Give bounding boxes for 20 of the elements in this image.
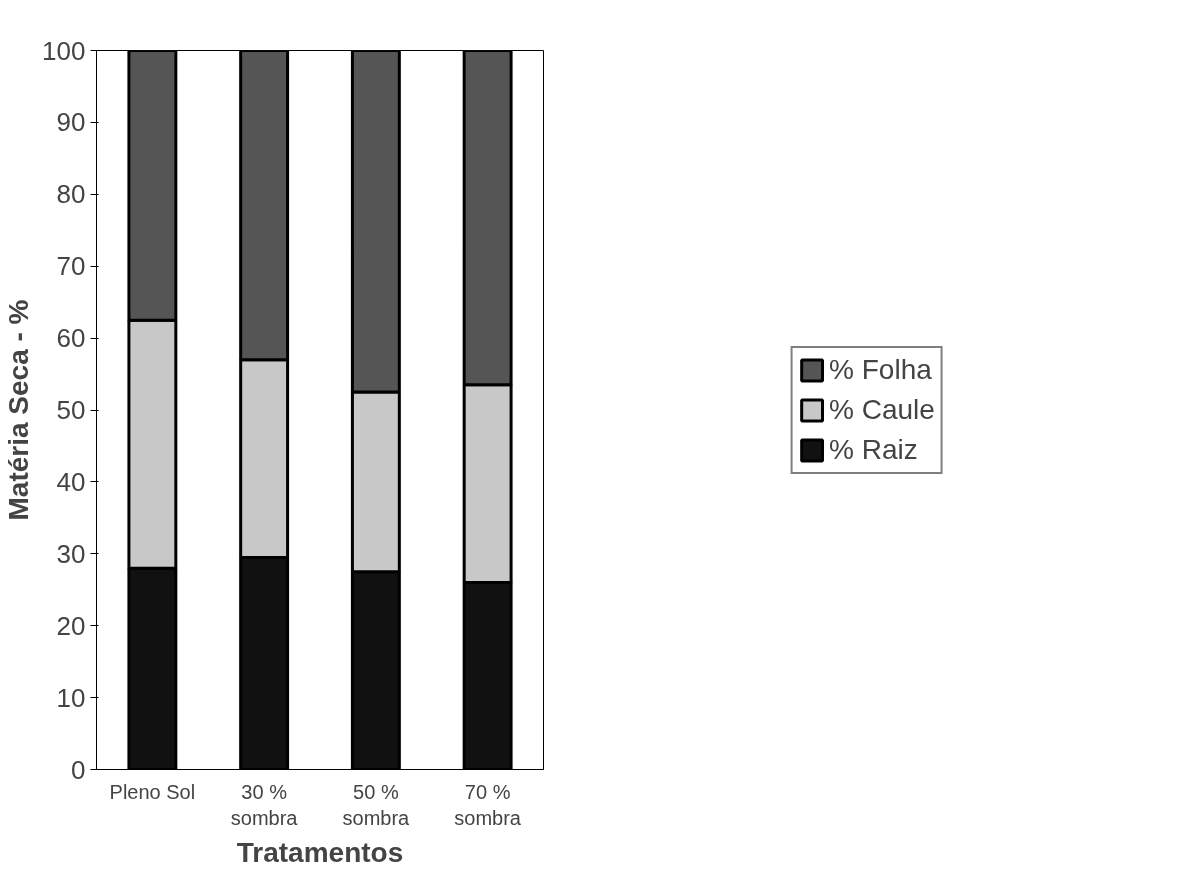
y-tick-label: 90 (56, 107, 86, 138)
x-tick-label: 50 % sombra (342, 780, 411, 829)
y-tick-label: 40 (56, 466, 86, 497)
y-tick-label: 30 (56, 538, 86, 569)
legend-label: % Folha (829, 353, 932, 386)
x-tick-label: 70 % sombra (454, 780, 522, 829)
x-tick-label: 30 % sombra (230, 780, 299, 829)
y-tick-label: 10 (56, 682, 86, 713)
y-tick-label: 80 (56, 179, 86, 210)
y-tick-label: 70 (56, 251, 86, 282)
y-tick-label: 100 (42, 35, 86, 66)
y-tick-label: 20 (56, 610, 86, 641)
x-axis-title: Tratamentos (236, 836, 404, 868)
y-tick-label: 60 (56, 323, 86, 354)
y-axis-title: Matéria Seca - % (3, 299, 35, 521)
legend-label: % Caule (829, 393, 935, 426)
x-tick-label: Pleno Sol (109, 780, 196, 803)
y-tick-label: 0 (71, 754, 86, 785)
y-tick-label: 50 (56, 395, 86, 425)
legend-label: % Raiz (829, 433, 918, 466)
